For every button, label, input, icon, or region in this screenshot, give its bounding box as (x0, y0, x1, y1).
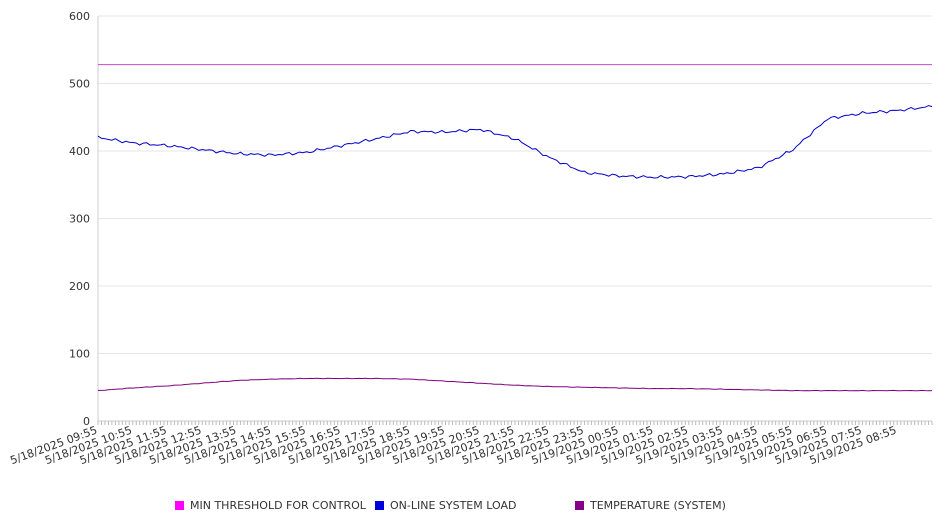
data-point-series-1 (792, 149, 793, 150)
data-point-series-0 (897, 64, 898, 65)
legend-label-system-load: ON-LINE SYSTEM LOAD (390, 498, 517, 512)
y-tick-label-400: 400 (69, 145, 90, 158)
data-point-series-0 (410, 64, 411, 65)
data-point-series-2 (931, 390, 932, 391)
data-point-series-0 (375, 64, 376, 65)
legend-label-min-threshold: MIN THRESHOLD FOR CONTROL (190, 498, 366, 512)
series-line-1 (97, 105, 933, 179)
data-point-series-0 (549, 64, 550, 65)
data-point-series-2 (688, 388, 689, 389)
data-point-series-1 (619, 175, 620, 176)
data-point-series-0 (619, 64, 620, 65)
data-point-series-0 (341, 64, 342, 65)
data-point-series-1 (271, 155, 272, 156)
data-point-series-1 (410, 131, 411, 132)
data-point-series-1 (897, 110, 898, 111)
data-point-series-1 (167, 145, 168, 146)
data-point-series-0 (758, 64, 759, 65)
data-point-series-2 (897, 390, 898, 391)
data-point-series-0 (688, 64, 689, 65)
data-point-series-1 (688, 176, 689, 177)
series-line-2 (98, 377, 933, 392)
y-tick-label-200: 200 (69, 280, 90, 293)
legend-item-system-load: ON-LINE SYSTEM LOAD (375, 497, 516, 513)
data-point-series-1 (97, 137, 98, 138)
y-tick-label-600: 600 (69, 10, 90, 23)
data-point-series-2 (653, 388, 654, 389)
y-tick-label-500: 500 (69, 78, 90, 91)
data-point-series-1 (445, 132, 446, 133)
y-tick-label-300: 300 (69, 213, 90, 226)
data-point-series-2 (375, 378, 376, 379)
legend-swatch-system-load (375, 500, 384, 510)
y-tick-label-100: 100 (69, 348, 90, 361)
data-point-series-2 (410, 379, 411, 380)
data-point-series-0 (445, 64, 446, 65)
data-point-series-0 (306, 64, 307, 65)
data-point-series-1 (653, 177, 654, 178)
data-point-series-0 (271, 64, 272, 65)
data-point-series-0 (653, 64, 654, 65)
data-point-series-2 (584, 387, 585, 388)
data-point-series-1 (549, 157, 550, 158)
legend-item-min-threshold: MIN THRESHOLD FOR CONTROL (175, 497, 366, 513)
data-point-series-2 (758, 389, 759, 390)
data-point-series-1 (862, 113, 863, 114)
data-point-series-0 (167, 64, 168, 65)
data-point-series-0 (827, 64, 828, 65)
data-point-series-2 (306, 378, 307, 379)
data-point-series-0 (931, 64, 932, 65)
data-point-series-1 (341, 145, 342, 146)
data-point-series-2 (514, 385, 515, 386)
data-point-series-0 (97, 64, 98, 65)
legend-label-temperature: TEMPERATURE (SYSTEM) (590, 498, 726, 512)
data-point-series-1 (827, 118, 828, 119)
data-point-series-0 (723, 64, 724, 65)
legend-swatch-temperature (575, 500, 584, 510)
data-point-series-2 (723, 389, 724, 390)
data-point-series-1 (584, 172, 585, 173)
data-point-series-2 (167, 385, 168, 386)
data-point-series-2 (480, 383, 481, 384)
data-point-series-2 (202, 383, 203, 384)
data-point-series-2 (271, 379, 272, 380)
y-tick-label-0: 0 (83, 415, 90, 428)
data-point-series-1 (931, 106, 932, 107)
data-point-series-2 (792, 390, 793, 391)
data-point-series-1 (723, 173, 724, 174)
data-point-series-1 (514, 138, 515, 139)
legend-swatch-min-threshold (175, 500, 184, 510)
data-point-series-2 (132, 387, 133, 388)
data-point-series-2 (862, 390, 863, 391)
data-point-series-0 (202, 64, 203, 65)
data-point-series-1 (236, 153, 237, 154)
data-point-series-0 (584, 64, 585, 65)
data-point-series-2 (236, 380, 237, 381)
data-point-series-0 (480, 64, 481, 65)
data-point-series-1 (306, 152, 307, 153)
data-point-series-2 (445, 381, 446, 382)
data-point-series-2 (827, 390, 828, 391)
data-point-series-0 (862, 64, 863, 65)
data-point-series-1 (375, 138, 376, 139)
data-point-series-0 (236, 64, 237, 65)
data-point-series-1 (132, 142, 133, 143)
data-point-series-1 (202, 149, 203, 150)
data-point-series-2 (97, 390, 98, 391)
data-point-series-2 (549, 386, 550, 387)
legend-item-temperature: TEMPERATURE (SYSTEM) (575, 497, 726, 513)
data-point-series-2 (341, 378, 342, 379)
data-point-series-2 (619, 387, 620, 388)
data-point-series-1 (480, 129, 481, 130)
data-point-series-0 (792, 64, 793, 65)
data-point-series-0 (132, 64, 133, 65)
data-point-series-1 (758, 167, 759, 168)
data-point-series-0 (514, 64, 515, 65)
